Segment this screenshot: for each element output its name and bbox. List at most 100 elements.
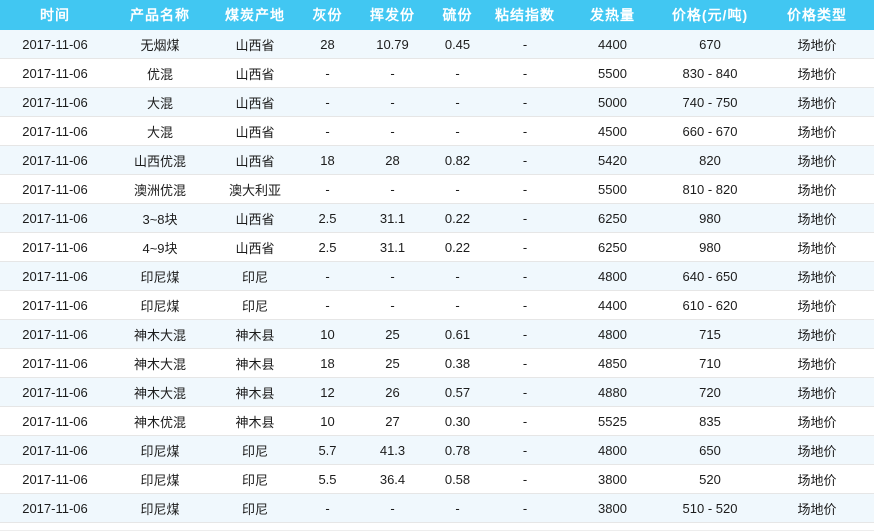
table-cell: 神木县	[210, 377, 300, 407]
column-header: 煤炭产地	[210, 0, 300, 30]
table-row: 2017-11-06 神木大混 神木县 10 25 0.61-4800 715 场地价	[0, 319, 874, 349]
table-row: 2017-11-06 大混 山西省 - - - -5000 740 - 750 场地价	[0, 87, 874, 117]
table-cell: 31.1	[355, 203, 430, 233]
table-cell: 0.78	[430, 435, 485, 465]
table-cell: 场地价	[760, 435, 874, 465]
table-cell: 4880	[565, 377, 660, 407]
header-row: 时间 产品名称 煤炭产地 灰份 挥发份 硫份 粘结指数 发热量 价格(元/吨) 价格类型	[0, 0, 874, 30]
table-cell: -	[300, 174, 355, 204]
table-cell: -	[300, 493, 355, 523]
table-cell: -	[300, 290, 355, 320]
table-cell: 场地价	[760, 290, 874, 320]
table-cell: 2017-11-06	[0, 464, 110, 494]
table-cell: 场地价	[760, 87, 874, 117]
table-cell: -	[355, 261, 430, 291]
table-cell: -	[430, 174, 485, 204]
table-cell: 印尼煤	[110, 435, 210, 465]
table-row: 2017-11-06 印尼煤 印尼 5.7 41.3 0.78-4800 650 场地价	[0, 435, 874, 465]
table-cell: -	[485, 232, 565, 262]
column-header: 价格类型	[760, 0, 874, 30]
table-cell: 5000	[565, 87, 660, 117]
table-cell: -	[485, 87, 565, 117]
table-cell: 神木优混	[110, 406, 210, 436]
table-cell: 场地价	[760, 348, 874, 378]
table-cell: 山西省	[210, 116, 300, 146]
table-cell: 980	[660, 232, 760, 262]
table-cell: 2017-11-06	[0, 116, 110, 146]
table-cell: 场地价	[760, 406, 874, 436]
table-cell: 2017-11-06	[0, 493, 110, 523]
table-cell: 28	[355, 145, 430, 175]
table-cell: -	[355, 493, 430, 523]
table-cell: 2017-11-06	[0, 377, 110, 407]
column-header: 硫份	[430, 0, 485, 30]
table-row: 2017-11-06 3~8块 山西省 2.5 31.1 0.22-6250 980 场地价	[0, 203, 874, 233]
table-cell: -	[430, 290, 485, 320]
table-cell: 2017-11-06	[0, 58, 110, 88]
column-header: 时间	[0, 0, 110, 30]
table-cell: 10	[300, 319, 355, 349]
table-cell: 710	[660, 348, 760, 378]
table-cell: 2017-11-06	[0, 319, 110, 349]
table-cell: 820	[660, 145, 760, 175]
table-cell: 3800	[565, 493, 660, 523]
table-cell: 2.5	[300, 203, 355, 233]
table-cell: -	[485, 174, 565, 204]
table-cell: 场地价	[760, 145, 874, 175]
table-cell: 0.57	[430, 377, 485, 407]
table-cell: -	[485, 435, 565, 465]
table-cell: 场地价	[760, 232, 874, 262]
table-cell: 0.61	[430, 319, 485, 349]
table-cell: 山西省	[210, 58, 300, 88]
table-cell: 0.22	[430, 203, 485, 233]
table-cell: 10.79	[355, 30, 430, 59]
table-cell: 山西省	[210, 232, 300, 262]
table-cell: 2017-11-06	[0, 232, 110, 262]
table-cell: 5500	[565, 58, 660, 88]
table-row: 2017-11-06 4~9块 山西省 2.5 31.1 0.22-6250 980 场地价	[0, 232, 874, 262]
table-cell: 场地价	[760, 319, 874, 349]
table-cell: 2017-11-06	[0, 406, 110, 436]
table-cell: 830 - 840	[660, 58, 760, 88]
table-cell: -	[430, 116, 485, 146]
table-cell: 810 - 820	[660, 174, 760, 204]
table-cell: 4500	[565, 116, 660, 146]
table-cell: 28	[300, 30, 355, 59]
table-row: 2017-11-06 印尼煤 印尼 - - - -4400 610 - 620 场地价	[0, 290, 874, 320]
table-cell: 优混	[110, 58, 210, 88]
table-row: 2017-11-06 大混 山西省 - - - -4500 660 - 670 场地价	[0, 116, 874, 146]
table-cell: 10	[300, 406, 355, 436]
table-cell: -	[485, 348, 565, 378]
table-cell: 26	[355, 377, 430, 407]
table-cell: 5.7	[300, 435, 355, 465]
table-cell: 无烟煤	[110, 30, 210, 59]
table-cell: -	[485, 58, 565, 88]
table-cell: 980	[660, 203, 760, 233]
table-row: 2017-11-06 印尼煤 印尼 - - - -4800 640 - 650 场地价	[0, 261, 874, 291]
table-cell: 印尼	[210, 290, 300, 320]
table-cell: -	[485, 377, 565, 407]
table-cell: 澳洲优混	[110, 174, 210, 204]
table-cell: 神木县	[210, 406, 300, 436]
table-cell: 神木大混	[110, 377, 210, 407]
table-cell: 印尼	[210, 261, 300, 291]
table-cell: -	[300, 261, 355, 291]
table-cell: 2.5	[300, 232, 355, 262]
table-cell: 4850	[565, 348, 660, 378]
table-cell: 2017-11-06	[0, 30, 110, 59]
table-cell: -	[485, 30, 565, 59]
column-header: 产品名称	[110, 0, 210, 30]
table-cell: 0.82	[430, 145, 485, 175]
table-cell: 2017-11-06	[0, 145, 110, 175]
table-cell: 0.22	[430, 232, 485, 262]
table-cell: 神木县	[210, 319, 300, 349]
table-cell: 0.30	[430, 406, 485, 436]
table-cell: 印尼	[210, 435, 300, 465]
table-cell: 3800	[565, 464, 660, 494]
table-cell: 31.1	[355, 232, 430, 262]
column-header: 价格(元/吨)	[660, 0, 760, 30]
table-cell: 0.45	[430, 30, 485, 59]
table-cell: -	[485, 406, 565, 436]
table-cell: 4~9块	[110, 232, 210, 262]
table-cell: -	[300, 87, 355, 117]
